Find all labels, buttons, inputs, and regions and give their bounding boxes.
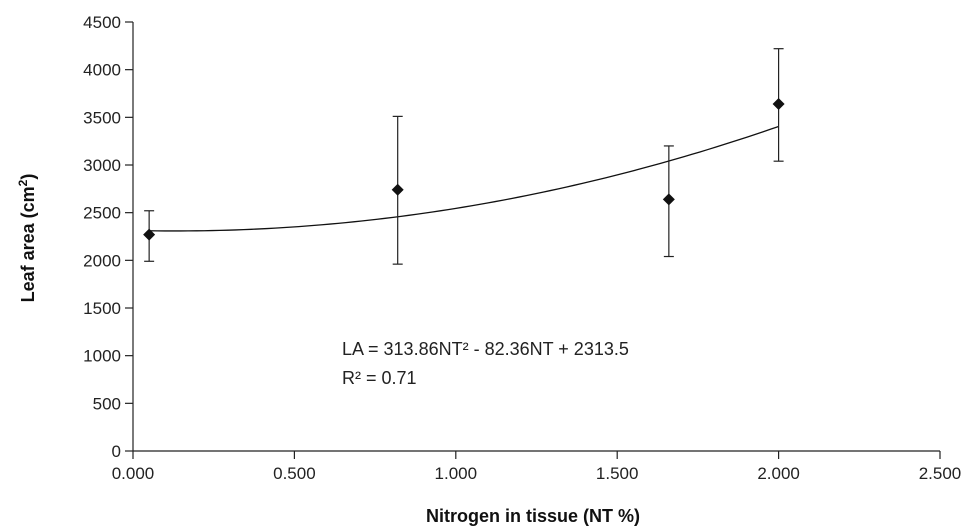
y-axis-title-close: ) [18,174,38,180]
x-axis-title: Nitrogen in tissue (NT %) [426,506,640,526]
x-tick-label: 2.000 [757,464,800,483]
y-tick-label: 3000 [83,156,121,175]
y-tick-label: 4500 [83,13,121,32]
y-tick-label: 1500 [83,299,121,318]
y-tick-label: 3500 [83,108,121,127]
y-tick-label: 0 [112,442,121,461]
trendline [149,125,779,232]
data-point [662,193,675,206]
y-tick-label: 2500 [83,204,121,223]
error-bars [144,48,784,265]
x-ticks: 0.000 0.500 1.000 1.500 2.000 2.500 [112,451,962,483]
data-point [772,97,785,110]
x-tick-label: 1.500 [596,464,639,483]
x-tick-label: 2.500 [919,464,962,483]
data-point [143,228,156,241]
y-axis-title: Leaf area (cm2) [16,174,38,303]
data-points [143,97,785,241]
y-tick-label: 1000 [83,347,121,366]
y-tick-label: 2000 [83,251,121,270]
x-tick-label: 0.500 [273,464,316,483]
data-point [391,183,404,196]
axes [132,22,940,452]
trendline-group [149,125,779,232]
y-ticks: 0 500 1000 1500 2000 2500 3000 3500 4000 4500 [83,13,133,461]
annotation-equation: LA = 313.86NT² - 82.36NT + 2313.5 [342,339,629,359]
y-axis-title-main: Leaf area (cm [18,186,38,302]
x-tick-label: 1.000 [435,464,478,483]
y-tick-label: 500 [93,394,121,413]
annotation-r-squared: R² = 0.71 [342,368,417,388]
y-axis-title-superscript: 2 [16,179,30,186]
x-tick-label: 0.000 [112,464,155,483]
y-tick-label: 4000 [83,61,121,80]
